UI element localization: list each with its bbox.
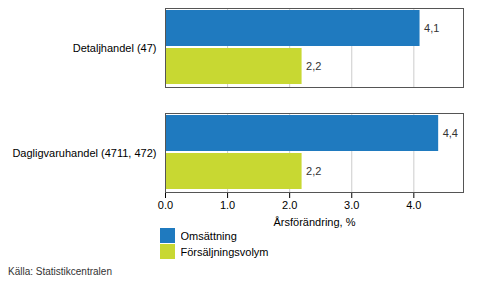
svg-text:2,2: 2,2	[306, 60, 321, 72]
svg-text:Detaljhandel (47): Detaljhandel (47)	[73, 42, 157, 54]
svg-text:4.0: 4.0	[406, 199, 421, 211]
svg-text:Dagligvaruhandel (4711, 472): Dagligvaruhandel (4711, 472)	[12, 147, 156, 159]
html-text:Omsättning: Omsättning	[180, 229, 237, 242]
svg-text:2,2: 2,2	[306, 165, 321, 177]
svg-text:2.0: 2.0	[282, 199, 297, 211]
html-text:Försäljningsvolym: Försäljningsvolym	[180, 245, 269, 258]
svg-text:0.0: 0.0	[158, 199, 173, 211]
html-text:Källa: Statistikcentralen: Källa: Statistikcentralen	[8, 265, 112, 277]
svg-text:4,4: 4,4	[443, 127, 458, 139]
svg-text:4,1: 4,1	[424, 22, 439, 34]
svg-text:1.0: 1.0	[220, 199, 235, 211]
svg-text:3.0: 3.0	[344, 199, 359, 211]
svg-text:Årsförändring, %: Årsförändring, %	[274, 216, 356, 228]
